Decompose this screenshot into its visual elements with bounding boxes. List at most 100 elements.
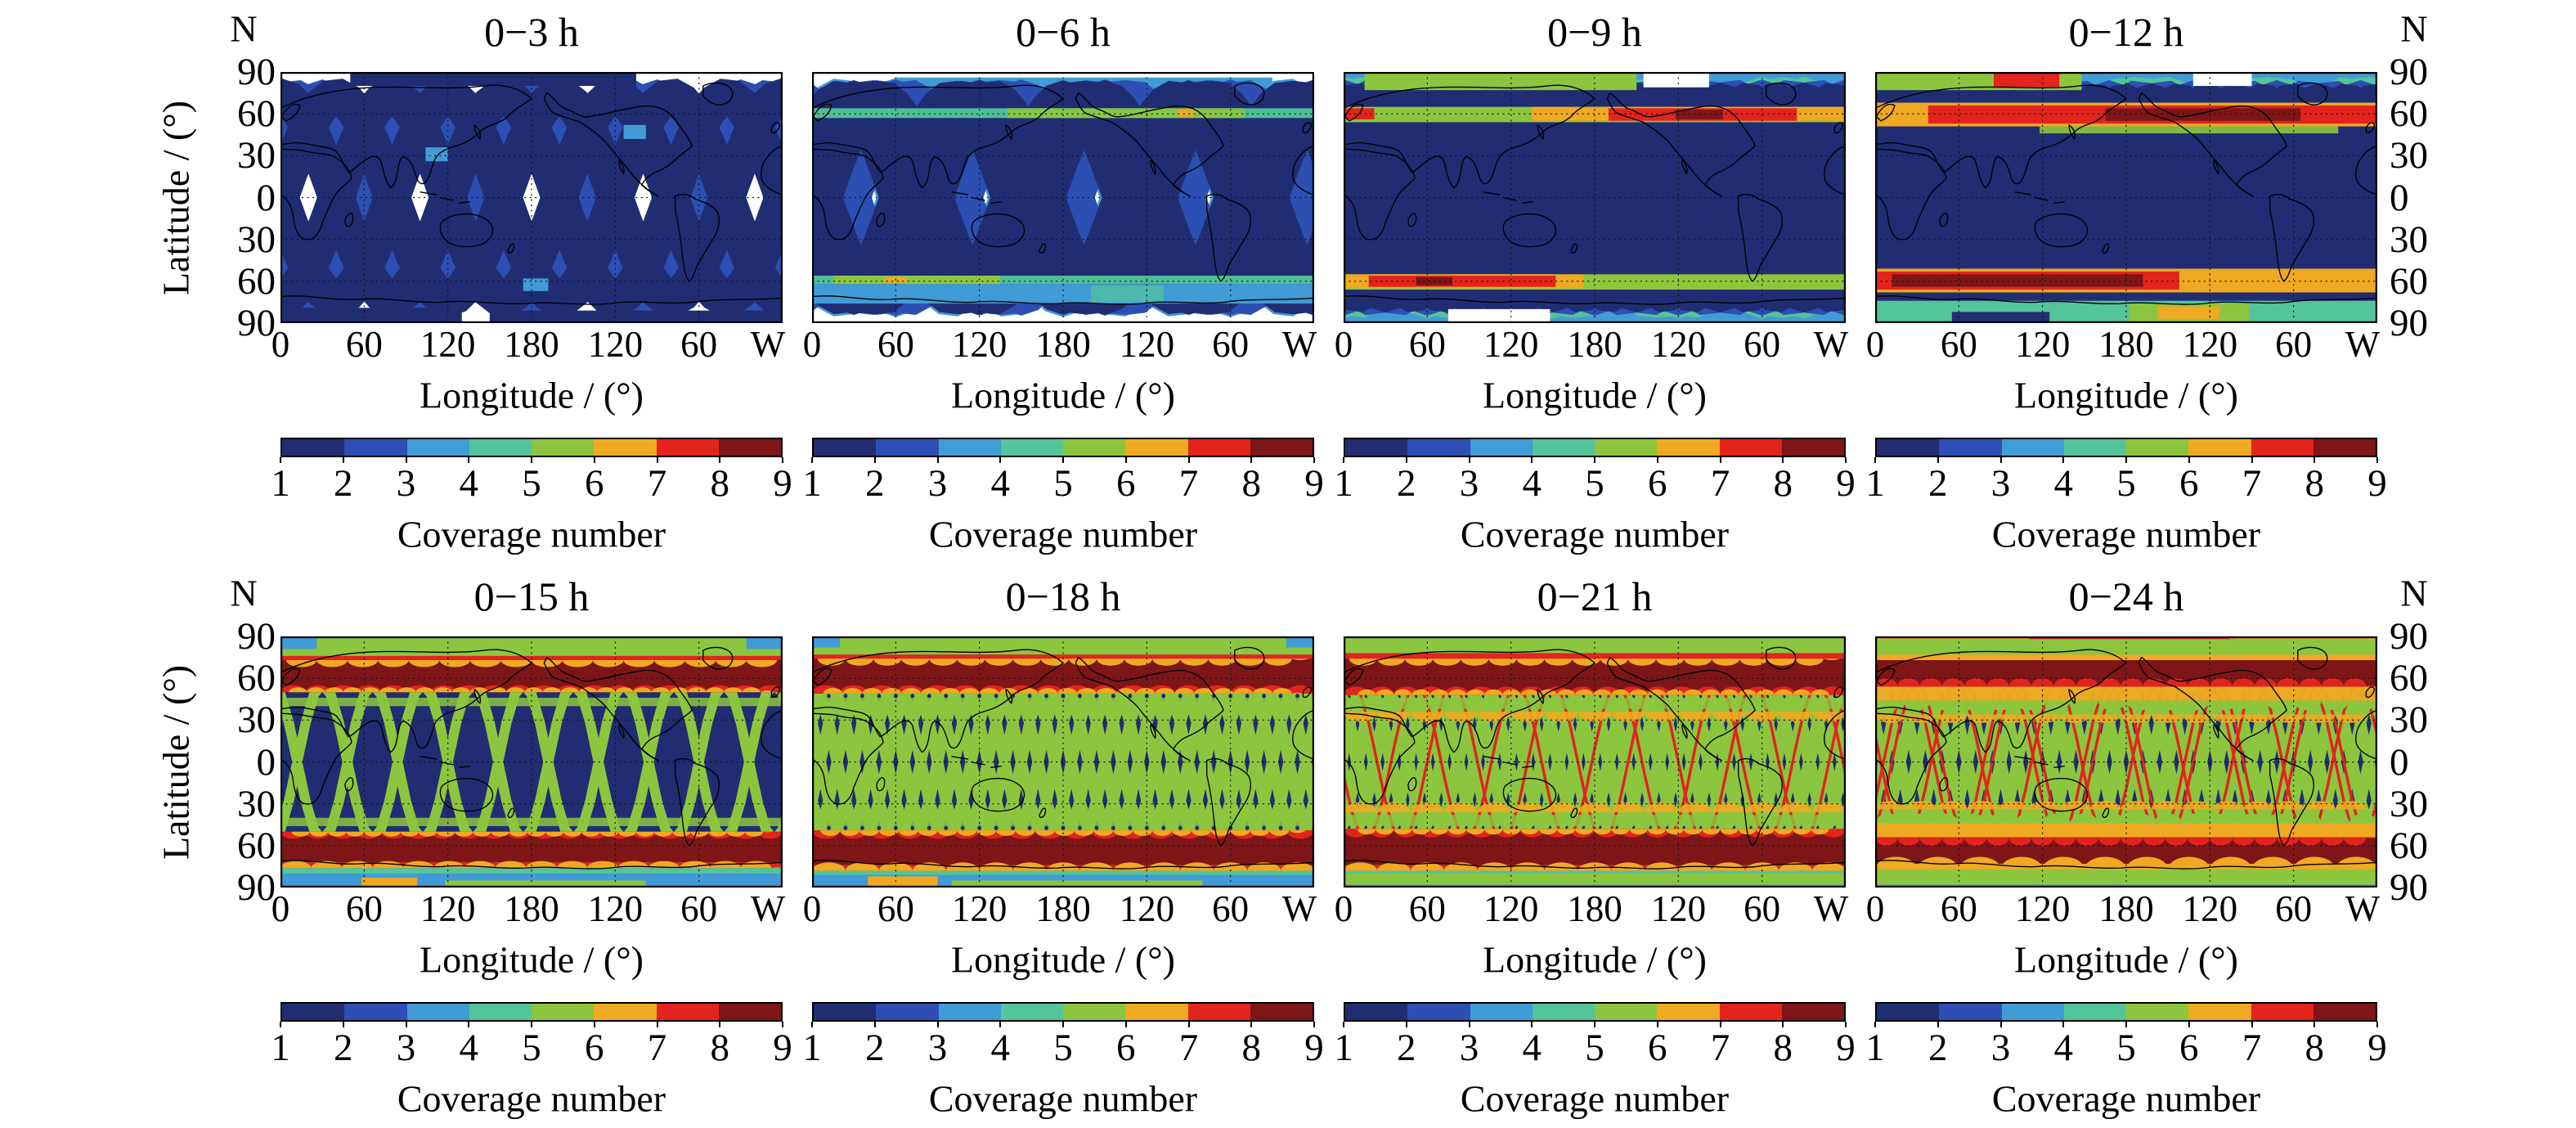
coverage-band [2105, 108, 2301, 121]
coverage-band [1286, 636, 1314, 648]
x-tick-label: 60 [877, 888, 914, 929]
colorbar-tick-label: 5 [522, 462, 541, 505]
colorbar-tick [656, 457, 658, 463]
colorbar-segment [1407, 1004, 1470, 1020]
colorbar-tick [468, 1022, 470, 1027]
colorbar-tick [936, 1022, 939, 1027]
panel-title: 0−15 h [473, 573, 590, 619]
coastlines [1875, 82, 2377, 305]
coverage-scallop-row [1875, 678, 2377, 687]
colorbar-tick-label: 9 [773, 462, 792, 505]
colorbar-title: Coverage number [397, 513, 666, 555]
x-tick-label: 120 [420, 888, 476, 929]
plot-frame [812, 636, 1314, 888]
colorbar-segment [282, 1004, 345, 1020]
colorbar-tick-label: 8 [2304, 462, 2325, 505]
x-tick-label: 180 [504, 888, 559, 929]
coverage-band [1675, 110, 1723, 119]
x-tick-label: 60 [2275, 324, 2313, 365]
colorbar-tick-label: 5 [1585, 462, 1604, 505]
colorbar-tick [999, 457, 1002, 463]
colorbar-tick-label: 4 [459, 462, 479, 505]
colorbar-tick [2313, 457, 2316, 463]
plot-frame [1344, 72, 1846, 323]
colorbar-tick [1845, 1022, 1847, 1027]
colorbar-tick-label: 8 [2304, 1027, 2325, 1069]
coastlines [812, 646, 1314, 870]
coverage-band [951, 880, 1203, 888]
colorbar-tick [1062, 457, 1064, 463]
coastlines [280, 82, 783, 305]
panel-title: 0−9 h [1547, 9, 1642, 55]
colorbar-tick-label: 7 [647, 1027, 667, 1069]
colorbar-tick [2125, 1022, 2127, 1027]
colorbar-tick [1531, 1022, 1533, 1027]
x-tick-label: 180 [2098, 324, 2154, 365]
colorbar-tick [2251, 1022, 2253, 1027]
colorbar-tick-label: 5 [1053, 462, 1073, 505]
panel-title: 0−18 h [1005, 573, 1121, 619]
colorbar-tick-label: 3 [1459, 1027, 1479, 1069]
colorbar-tick [1124, 457, 1127, 463]
colorbar-tick-label: 4 [2053, 1027, 2074, 1069]
colorbar-tick [1936, 457, 1939, 463]
coverage-band [1875, 639, 2377, 655]
x-tick-label: W [2345, 324, 2381, 365]
colorbar-segment [1781, 1004, 1844, 1020]
coverage-band [868, 876, 938, 887]
colorbar-segment [406, 1004, 469, 1020]
colorbar-segment [1657, 1004, 1720, 1020]
coverage-band [1875, 654, 2377, 660]
colorbar-segment [2063, 1004, 2126, 1020]
coverage-scallop-row [812, 862, 1314, 871]
colorbar-title: Coverage number [397, 1077, 666, 1120]
colorbar-segment [1250, 439, 1313, 456]
coverage-band [1875, 686, 2377, 701]
colorbar-segment [594, 1004, 657, 1020]
colorbar-tick [719, 457, 721, 463]
y-tick-label-left: 90 [237, 866, 276, 909]
colorbar-segment [1000, 1004, 1063, 1020]
colorbar-tick-label: 3 [1990, 462, 2011, 505]
y-tick-label-right: 90 [2390, 615, 2428, 658]
colorbar-tick-label: 2 [334, 462, 353, 505]
colorbar-segment [344, 439, 407, 456]
x-axis-title: Longitude / (°) [2014, 938, 2238, 981]
colorbar-tick [468, 457, 470, 463]
colorbar-tick [1313, 1022, 1315, 1027]
y-axis-title: Latitude / (°) [155, 664, 197, 860]
x-tick-label: 60 [680, 888, 718, 929]
map-canvas [1344, 72, 1846, 323]
colorbar-tick [2125, 457, 2127, 463]
y-tick-label-left: 60 [237, 824, 276, 867]
colorbar-tick [2062, 457, 2065, 463]
map-canvas [1344, 636, 1846, 888]
coastlines [280, 646, 783, 870]
coverage-band [1344, 653, 1846, 659]
colorbar-tick [811, 457, 813, 463]
coverage-band [280, 308, 462, 323]
colorbar-tick-label: 7 [2242, 1027, 2262, 1069]
colorbar-tick-label: 8 [710, 462, 730, 505]
colorbar-tick [2188, 1022, 2190, 1027]
colorbar-tick-label: 9 [1304, 1027, 1324, 1069]
colorbar-tick-label: 1 [1334, 462, 1353, 505]
y-tick-label-left: 90 [237, 302, 276, 344]
colorbar [812, 438, 1314, 457]
x-axis-title: Longitude / (°) [951, 938, 1175, 981]
plot-frame [1875, 636, 2377, 888]
colorbar-segment [1187, 439, 1250, 456]
colorbar-tick-label: 7 [2242, 462, 2262, 505]
colorbar-tick-label: 2 [334, 1027, 353, 1069]
colorbar-tick [2062, 1022, 2065, 1027]
map-canvas [280, 636, 783, 888]
colorbar-tick-label: 1 [802, 462, 822, 505]
colorbar-segment [1532, 1004, 1595, 1020]
colorbar-segment [718, 1004, 781, 1020]
y-tick-label-right: 90 [2390, 302, 2428, 344]
colorbar-tick [280, 457, 281, 463]
colorbar-tick-label: 4 [1522, 462, 1542, 505]
x-tick-label: 60 [1212, 888, 1250, 929]
coverage-scallop-row [1875, 801, 2377, 810]
x-tick-label: 120 [1483, 324, 1539, 365]
